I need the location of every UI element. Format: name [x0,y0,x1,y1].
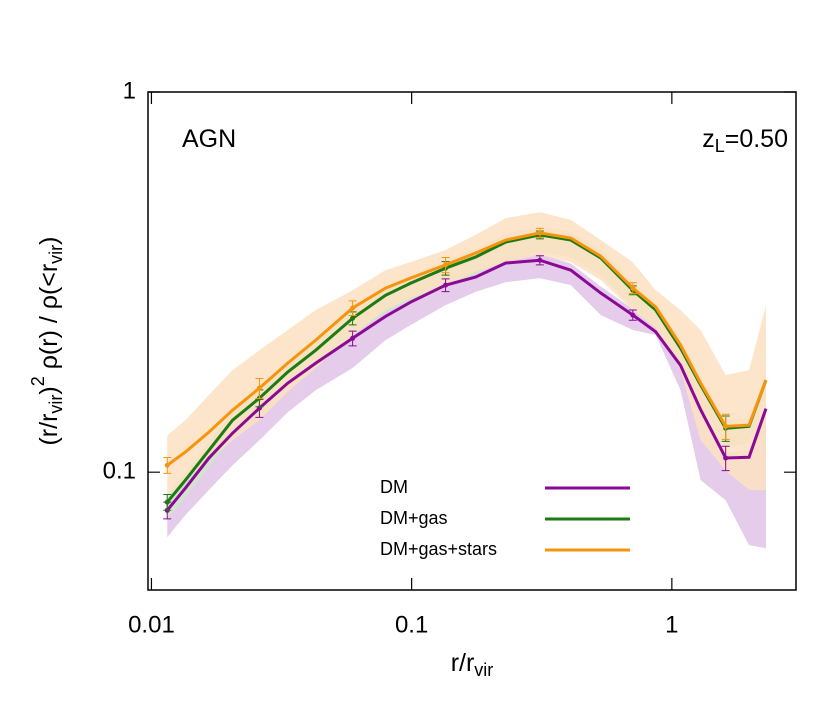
y-axis-label-part: ) [35,386,63,394]
point [723,423,729,429]
point [350,305,356,311]
y-axis-label-part: vir [46,395,66,414]
point [630,312,636,318]
x-tick-label: 0.01 [128,611,175,638]
point [164,499,170,505]
point [443,262,449,268]
y-axis-label-part: vir [46,245,66,264]
x-tick-label: 0.1 [395,611,428,638]
point [443,282,449,288]
point [537,257,543,263]
band [167,212,766,496]
point [164,462,170,468]
x-axis-label-part: r/r [451,649,475,677]
band [167,253,766,549]
annotation: zL=0.50 [702,125,788,156]
legend-label: DM+gas [380,508,448,528]
line [166,258,768,512]
line [166,231,768,467]
y-tick-label: 1 [123,77,136,104]
annotation: AGN [182,125,236,153]
point [350,335,356,341]
y-axis-label-part: 2 [28,376,48,386]
annotation-part: AGN [182,125,236,153]
point [630,285,636,291]
point [256,385,262,391]
x-axis-label-part: vir [474,660,493,680]
legend-label: DM [380,477,408,497]
y-axis-label-part: ρ(r) / ρ(<r [35,264,63,376]
point [350,315,356,321]
y-tick-label: 0.1 [103,458,136,485]
plot-frame [147,91,797,591]
point [537,230,543,236]
annotation-part: =0.50 [725,125,788,153]
point [723,455,729,461]
y-axis-label: (r/rvir)2 ρ(r) / ρ(<rvir) [28,236,66,445]
y-axis-label-part: ) [35,236,63,244]
y-axis-label-part: (r/r [35,414,63,446]
x-axis-label: r/rvir [451,649,494,680]
annotation-part: L [715,136,725,156]
legend-label: DM+gas+stars [380,539,497,559]
annotation-part: z [702,125,715,153]
x-tick-label: 1 [665,611,678,638]
